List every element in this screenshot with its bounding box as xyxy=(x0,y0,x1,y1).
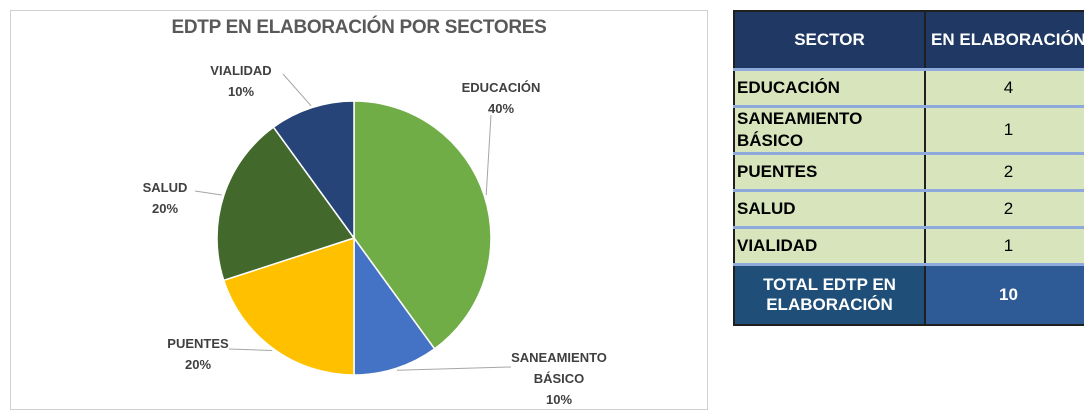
leader-line xyxy=(485,114,492,196)
sector-cell: VIALIDAD xyxy=(733,226,926,266)
header-cell: SECTOR xyxy=(733,10,926,71)
leader-line xyxy=(396,366,512,371)
value-cell: 1 xyxy=(924,226,1084,266)
value-label: 10% xyxy=(545,392,573,407)
sector-cell: SANEAMIENTO BÁSICO xyxy=(733,105,926,155)
value-cell: 4 xyxy=(924,68,1084,108)
data-label: SALUD 20% xyxy=(105,177,225,219)
pie-slice xyxy=(353,100,492,350)
total-label: TOTAL EDTP EN ELABORACIÓN xyxy=(733,263,926,326)
pie-slice xyxy=(222,236,355,376)
leader-line xyxy=(194,190,222,196)
category-label: VIALIDAD xyxy=(210,63,272,78)
leader-line xyxy=(282,73,312,107)
table-row: SALUD 2 xyxy=(733,189,1084,229)
category-label: SALUD xyxy=(142,180,188,195)
data-label: VIALIDAD 10% xyxy=(181,60,301,102)
value-label: 20% xyxy=(151,201,179,216)
pie-slice xyxy=(272,100,355,241)
table-row: VIALIDAD 1 xyxy=(733,226,1084,266)
chart-title: EDTP EN ELABORACIÓN POR SECTORES xyxy=(171,17,547,38)
data-label: SANEAMIENTO BÁSICO 10% xyxy=(499,347,619,410)
data-label: EDUCACIÓN 40% xyxy=(441,77,561,119)
value-cell: 1 xyxy=(924,105,1084,155)
pie-slice xyxy=(216,126,356,282)
data-label: PUENTES 20% xyxy=(138,333,258,375)
value-cell: 2 xyxy=(924,189,1084,229)
sector-cell: EDUCACIÓN xyxy=(733,68,926,108)
pie-slice xyxy=(353,235,436,376)
table-row: SANEAMIENTO BÁSICO 1 xyxy=(733,105,1084,155)
leader-line xyxy=(228,348,273,351)
category-label: EDUCACIÓN xyxy=(461,80,541,95)
value-label: 10% xyxy=(227,84,255,99)
total-value: 10 xyxy=(924,263,1084,326)
value-label: 40% xyxy=(487,101,515,116)
sector-cell: PUENTES xyxy=(733,152,926,192)
header-row: SECTOR EN ELABORACIÓN xyxy=(733,10,1084,71)
header-cell: EN ELABORACIÓN xyxy=(924,10,1084,71)
sector-cell: SALUD xyxy=(733,189,926,229)
category-label: SANEAMIENTO BÁSICO xyxy=(511,350,607,386)
value-cell: 2 xyxy=(924,152,1084,192)
value-label: 20% xyxy=(184,357,212,372)
total-row: TOTAL EDTP EN ELABORACIÓN 10 xyxy=(733,263,1084,326)
table: SECTOR EN ELABORACIÓN EDUCACIÓN 4 SANEAMIE… xyxy=(733,10,1084,326)
pie-canvas xyxy=(194,73,512,376)
table-row: PUENTES 2 xyxy=(733,152,1084,192)
table-row: EDUCACIÓN 4 xyxy=(733,68,1084,108)
chart: EDTP EN ELABORACIÓN POR SECTORES EDUCACI… xyxy=(10,10,708,410)
category-label: PUENTES xyxy=(167,336,229,351)
